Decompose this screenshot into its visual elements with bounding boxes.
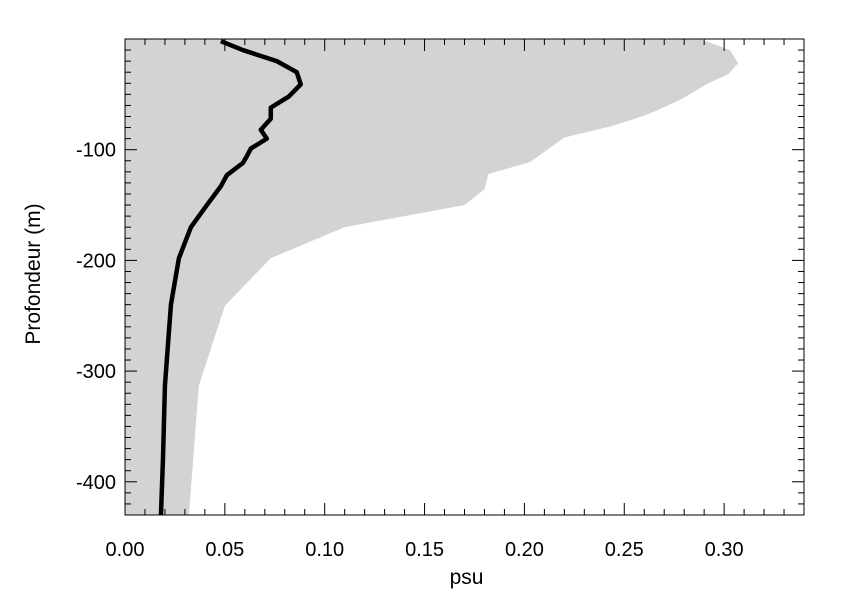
x-tick-labels: 0.00 0.05 0.10 0.15 0.20 0.25 0.30 [106, 539, 744, 561]
y-tick-label: -200 [76, 250, 116, 272]
spread-band-area [125, 39, 739, 515]
x-tick-label: 0.20 [505, 539, 544, 561]
x-tick-label: 0.00 [106, 539, 145, 561]
x-tick-label: 0.05 [205, 539, 244, 561]
y-tick-label: -100 [76, 140, 116, 162]
mean-profile [158, 39, 303, 516]
y-tick-label: -300 [76, 361, 116, 383]
x-tick-label: 0.15 [405, 539, 444, 561]
x-tick-label: 0.25 [605, 539, 644, 561]
spread-band [125, 39, 739, 515]
x-tick-label: 0.10 [305, 539, 344, 561]
y-axis-title: Profondeur (m) [22, 203, 45, 344]
x-tick-label: 0.30 [705, 539, 744, 561]
axis-ticks [124, 39, 805, 516]
mean-profile-line [158, 39, 303, 516]
x-axis-title: psu [450, 566, 484, 589]
y-tick-labels: -100 -200 -300 -400 [76, 140, 116, 494]
y-tick-label: -400 [76, 472, 116, 494]
